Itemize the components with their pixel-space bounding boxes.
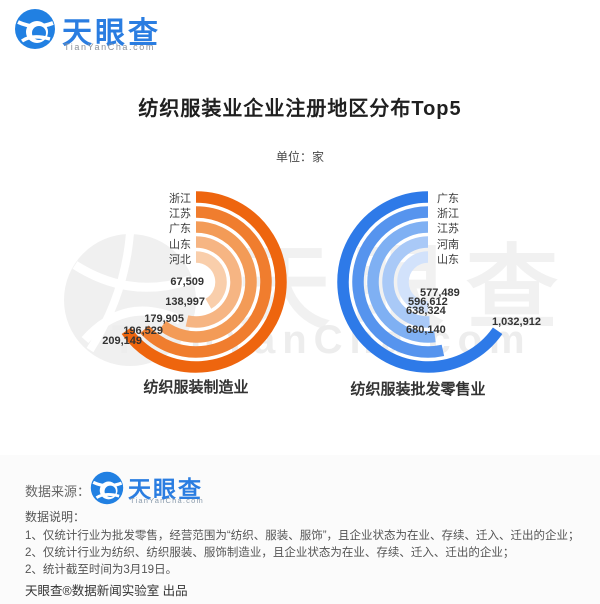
logo-cn-text: 天眼查: [62, 17, 161, 50]
ring-arc-0: [121, 191, 287, 373]
retail-category-label: 河南: [437, 239, 459, 251]
mfg-category-label: 浙江: [169, 193, 191, 205]
tianyancha-logo: 天眼查 TianYanCha.com: [14, 8, 264, 54]
mfg-category-label: 河北: [169, 254, 191, 266]
retail-chart-title: 纺织服装批发零售业: [350, 381, 486, 398]
mfg-value-label: 67,509: [170, 276, 204, 288]
ring-arc-2: [159, 221, 257, 343]
ring-arc-1: [140, 206, 272, 358]
note-line: 1、仅统计行业为批发零售，经营范围为“纺织、服装、服饰”，且企业状态为在业、存续…: [25, 530, 580, 542]
mfg-value-label: 138,997: [165, 296, 205, 308]
wholesale-rings-chart: [337, 191, 503, 373]
note-line: 2、仅统计行业为纺织、纺织服装、服饰制造业，且企业状态为在业、存续、迁入、迁出的…: [25, 547, 515, 559]
ring-arc-2: [367, 221, 436, 343]
retail-value-label: 1,032,912: [492, 316, 541, 328]
mfg-category-label: 江苏: [169, 208, 191, 220]
unit-label: 单位：家: [275, 150, 324, 164]
retail-category-label: 江苏: [437, 223, 459, 235]
ring-arc-4: [397, 251, 429, 313]
ring-arc-1: [352, 206, 445, 358]
tianyancha-eye-icon: [90, 471, 124, 505]
mfg-category-label: 广东: [169, 223, 191, 235]
page-title: 纺织服装业企业注册地区分布Top5: [138, 98, 462, 120]
data-source-logo: 天眼查 TianYanCha.com: [90, 470, 290, 510]
notes-heading: 数据说明：: [25, 510, 86, 524]
mfg-value-label: 179,905: [144, 313, 184, 325]
retail-category-label: 广东: [437, 193, 459, 205]
ring-arc-4: [195, 251, 227, 309]
mfg-value-label: 209,149: [102, 335, 142, 347]
retail-value-label: 596,612: [408, 296, 448, 308]
note-line: 2、统计截至时间为3月19日。: [25, 564, 178, 576]
logo-domain-text: TianYanCha.com: [64, 42, 155, 52]
ring-arc-3: [185, 236, 242, 328]
mfg-category-label: 山东: [169, 239, 191, 251]
tianyancha-eye-icon: [15, 9, 55, 49]
retail-category-label: 山东: [437, 254, 459, 266]
retail-value-label: 638,324: [406, 305, 446, 317]
source-logo-cn-text: 天眼查: [128, 476, 203, 502]
source-logo-domain-text: TianYanCha.com: [130, 496, 204, 505]
ring-arc-3: [382, 236, 430, 328]
credit-line: 天眼查®数据新闻实验室 出品: [25, 584, 188, 598]
ring-arc-0: [337, 191, 503, 373]
mfg-value-label: 196,529: [123, 325, 163, 337]
retail-category-label: 浙江: [437, 208, 459, 220]
mfg-chart-title: 纺织服装制造业: [143, 379, 249, 396]
manufacturing-rings-chart: [121, 191, 287, 373]
data-source-label: 数据来源：: [25, 484, 91, 499]
retail-value-label: 577,489: [420, 287, 460, 299]
retail-value-label: 680,140: [406, 324, 446, 336]
